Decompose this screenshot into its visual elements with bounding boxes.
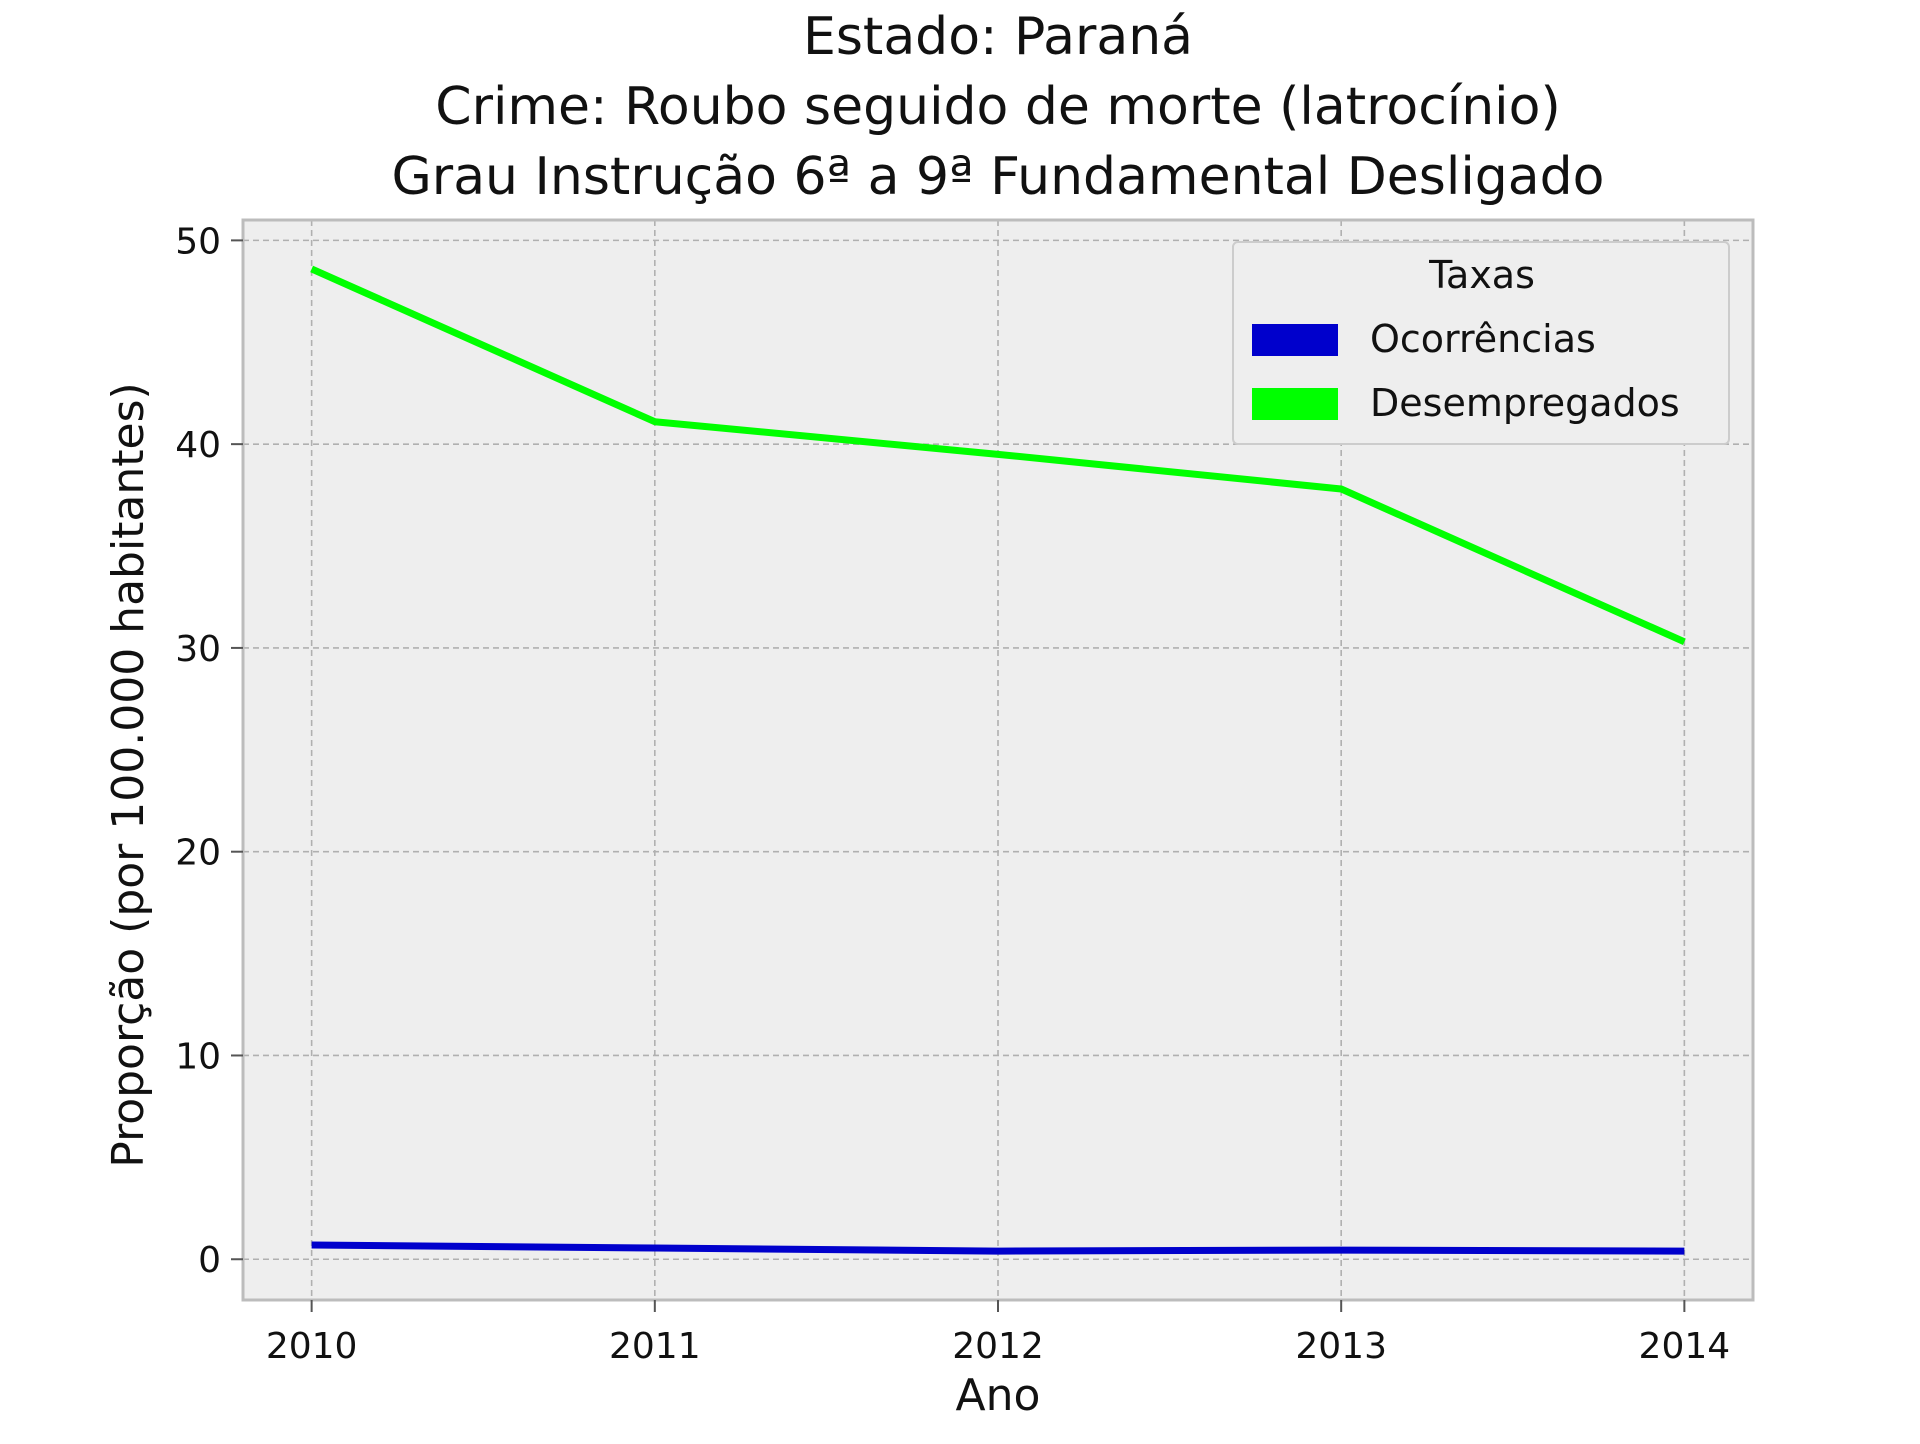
x-tick-label-0: 2010 [266, 1326, 358, 1367]
series-lines [310, 265, 1686, 1255]
y-tick-label-1: 10 [175, 1036, 221, 1077]
title-line-2: Crime: Roubo seguido de morte (latrocíni… [435, 77, 1560, 137]
y-axis-title: Proporção (por 100.000 habitantes) [103, 382, 154, 1167]
x-tick-label-1: 2011 [609, 1326, 701, 1367]
y-tick-label-3: 30 [175, 629, 221, 670]
x-axis-title: Ano [956, 1370, 1041, 1421]
y-axis: 0 10 20 30 40 50 [175, 221, 243, 1281]
legend-swatch-desempregados [1252, 388, 1338, 420]
x-tick-label-2: 2012 [952, 1326, 1044, 1367]
x-axis: 2010 2011 2012 2013 2014 [266, 1300, 1730, 1367]
legend: Taxas Ocorrências Desempregados [1232, 241, 1730, 445]
x-tick-label-4: 2014 [1639, 1326, 1731, 1367]
y-tick-label-2: 20 [175, 833, 221, 874]
series-line-desempregados [310, 265, 1686, 646]
legend-title: Taxas [1428, 253, 1535, 297]
chart-title: Estado: Paraná Crime: Roubo seguido de m… [392, 7, 1605, 207]
legend-box [1232, 241, 1730, 445]
legend-swatch-ocorrencias [1252, 324, 1338, 356]
series-line-ocorrencias [311, 1241, 1685, 1255]
legend-label-ocorrencias: Ocorrências [1370, 317, 1596, 361]
legend-label-desempregados: Desempregados [1370, 381, 1680, 425]
y-tick-label-4: 40 [175, 425, 221, 466]
title-line-3: Grau Instrução 6ª a 9ª Fundamental Desli… [392, 147, 1605, 207]
grid [243, 220, 1753, 1300]
x-tick-label-3: 2013 [1295, 1326, 1387, 1367]
y-tick-label-5: 50 [175, 221, 221, 262]
y-tick-label-0: 0 [198, 1240, 221, 1281]
title-line-1: Estado: Paraná [803, 7, 1193, 67]
